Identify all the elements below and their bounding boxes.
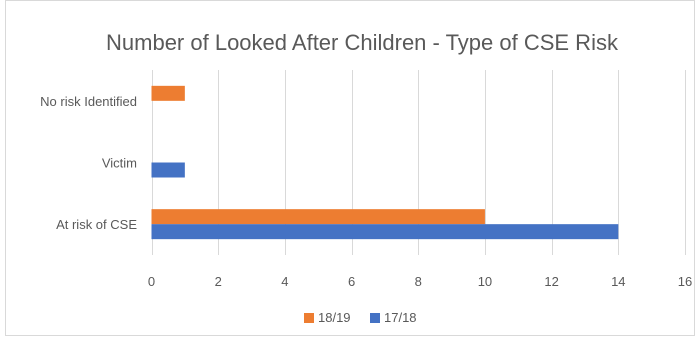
x-tick-label: 8 <box>415 274 422 289</box>
legend-swatch <box>370 313 380 323</box>
x-tick-label: 10 <box>478 274 492 289</box>
chart-frame <box>5 0 695 336</box>
category-labels: No risk Identified Victim At risk of CSE <box>40 94 137 232</box>
x-tick-label: 2 <box>215 274 222 289</box>
bar-17-18 <box>151 162 185 178</box>
category-label: At risk of CSE <box>56 217 137 232</box>
chart-title: Number of Looked After Children - Type o… <box>106 30 619 55</box>
x-axis-ticks: 0 2 4 6 8 10 12 14 16 <box>148 274 692 289</box>
x-tick-label: 6 <box>348 274 355 289</box>
bar-18-19 <box>151 85 185 101</box>
legend: 18/19 17/18 <box>304 310 417 325</box>
category-label: Victim <box>102 156 137 171</box>
x-tick-label: 14 <box>611 274 625 289</box>
legend-label: 17/18 <box>384 310 417 325</box>
bar-18-19 <box>151 209 485 225</box>
x-tick-label: 4 <box>281 274 288 289</box>
x-tick-label: 16 <box>678 274 692 289</box>
bars <box>151 85 619 240</box>
legend-label: 18/19 <box>318 310 351 325</box>
bar-17-18 <box>151 224 619 240</box>
x-tick-label: 0 <box>148 274 155 289</box>
legend-swatch <box>304 313 314 323</box>
category-label: No risk Identified <box>40 94 137 109</box>
x-tick-label: 12 <box>544 274 558 289</box>
